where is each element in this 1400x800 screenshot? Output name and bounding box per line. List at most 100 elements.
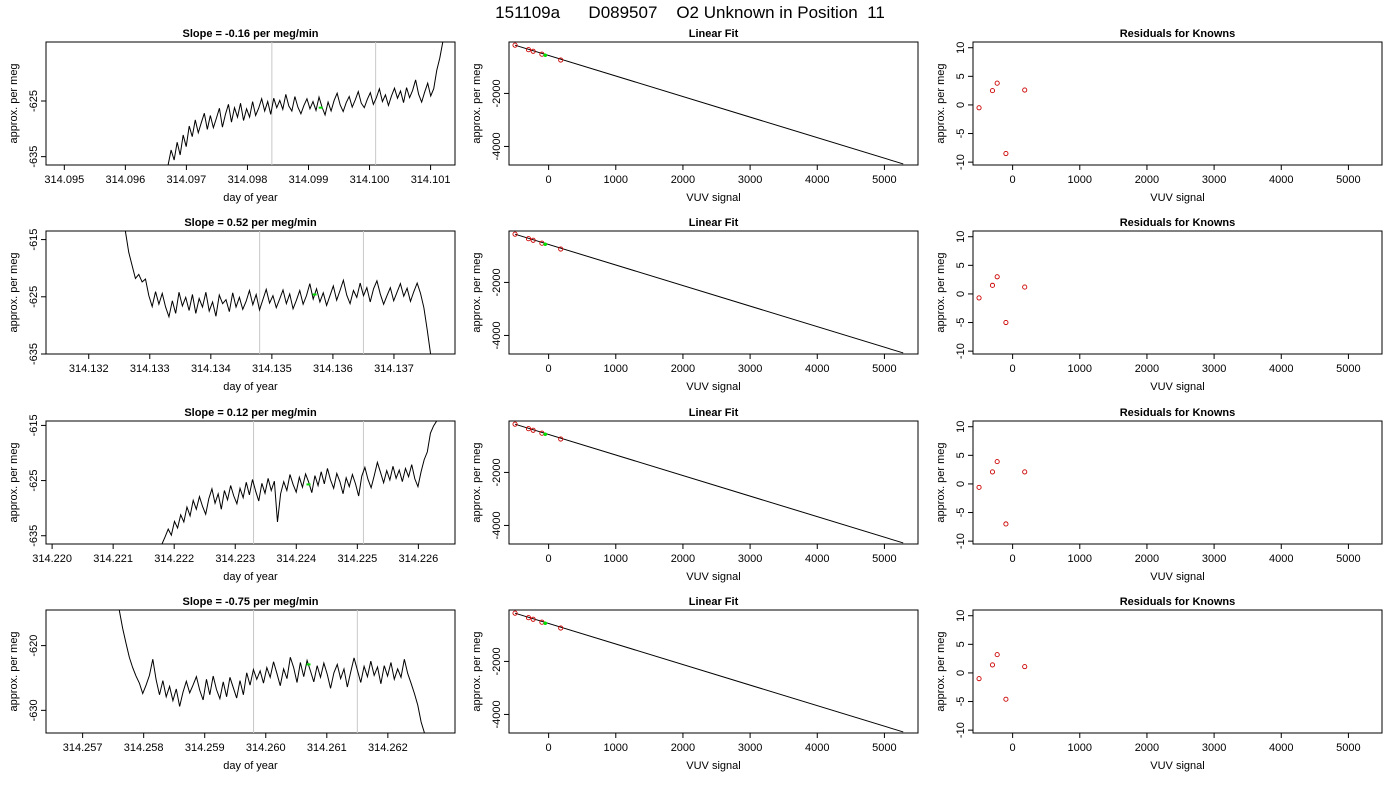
plot-area xyxy=(976,274,1028,326)
x-tick-label: 314.132 xyxy=(69,363,109,375)
x-tick-label: 4000 xyxy=(805,742,829,754)
plot-area xyxy=(167,42,444,165)
panel-res4: Residuals for Knowns 0 1000 2000 3000 4000 500… xyxy=(935,596,1383,772)
x-tick-label: 314.134 xyxy=(191,363,231,375)
known-point xyxy=(558,436,564,442)
x-tick-label: 3000 xyxy=(1202,363,1226,375)
panel-res3: Residuals for Knowns 0 1000 2000 3000 4000 500… xyxy=(935,407,1383,583)
x-tick-label: 3000 xyxy=(1202,742,1226,754)
y-tick-label: -5 xyxy=(955,697,967,707)
known-point xyxy=(530,48,536,54)
x-tick-label: 2000 xyxy=(671,174,695,186)
plot-frame xyxy=(45,41,456,166)
y-axis-label: approx. per meg xyxy=(471,631,483,711)
x-tick-label: 5000 xyxy=(1336,742,1360,754)
y-tick-label: -620 xyxy=(28,635,40,657)
x-tick-label: 314.136 xyxy=(313,363,353,375)
x-tick-label: 314.100 xyxy=(350,174,390,186)
x-tick-label: 3000 xyxy=(1202,553,1226,565)
x-tick-label: 2000 xyxy=(671,553,695,565)
fit-line xyxy=(514,612,904,733)
y-tick-label: 5 xyxy=(955,641,967,647)
x-tick-label: 1000 xyxy=(1068,363,1092,375)
x-tick-label: 314.262 xyxy=(368,742,408,754)
panel-res2: Residuals for Knowns 0 1000 2000 3000 4000 500… xyxy=(935,217,1383,393)
panel-fit4: Linear Fit 0 1000 2000 3000 4000 5000 -2000 -400… xyxy=(471,596,919,772)
panel-title: Linear Fit xyxy=(689,28,739,40)
known-point xyxy=(558,625,564,631)
x-tick-label: 5000 xyxy=(1336,363,1360,375)
x-tick-label: 314.137 xyxy=(374,363,414,375)
y-tick-label: -10 xyxy=(955,343,967,359)
panel-fit3: Linear Fit 0 1000 2000 3000 4000 5000 -2000 -400… xyxy=(471,407,919,583)
plot-frame xyxy=(972,230,1383,355)
x-tick-label: 5000 xyxy=(1336,553,1360,565)
y-tick-label: -635 xyxy=(28,343,40,365)
residual-point xyxy=(1022,284,1028,290)
x-tick-label: 1000 xyxy=(1068,553,1092,565)
known-point xyxy=(525,47,532,53)
x-tick-label: 1000 xyxy=(604,174,628,186)
panel-title: Linear Fit xyxy=(689,217,739,229)
known-point xyxy=(530,427,536,433)
x-tick-label: 3000 xyxy=(738,553,762,565)
plot-frame xyxy=(508,420,919,545)
x-tick-label: 1000 xyxy=(1068,174,1092,186)
y-axis-label: approx. per meg xyxy=(471,252,483,332)
x-tick-label: 314.223 xyxy=(215,553,255,565)
residual-point xyxy=(1022,664,1028,670)
x-axis-label: VUV signal xyxy=(686,381,740,393)
x-tick-label: 3000 xyxy=(738,742,762,754)
x-tick-label: 1000 xyxy=(1068,742,1092,754)
residual-point xyxy=(994,80,1000,86)
y-axis-label: approx. per meg xyxy=(8,442,20,522)
y-tick-label: 5 xyxy=(955,452,967,458)
x-axis-label: VUV signal xyxy=(686,192,740,204)
plot-area xyxy=(124,231,432,354)
y-tick-label: -615 xyxy=(28,229,40,251)
unknown-point xyxy=(543,621,548,626)
x-tick-label: 5000 xyxy=(872,174,896,186)
x-tick-label: 314.259 xyxy=(185,742,225,754)
panel-ts3: Slope = 0.12 per meg/min 314.220 314.221 31… xyxy=(8,407,456,583)
x-axis-label: VUV signal xyxy=(686,760,740,772)
plot-area xyxy=(976,652,1028,702)
known-point xyxy=(512,421,518,427)
x-tick-label: 0 xyxy=(546,553,552,565)
plot-frame xyxy=(508,230,919,355)
unknown-point xyxy=(543,242,548,247)
known-point xyxy=(525,426,532,432)
panel-ts1: Slope = -0.16 per meg/min 314.095 314.096 3… xyxy=(8,28,456,204)
y-tick-label: 0 xyxy=(955,291,967,297)
y-tick-label: -5 xyxy=(955,318,967,328)
known-point xyxy=(525,236,532,242)
known-point xyxy=(558,246,564,252)
x-tick-label: 314.098 xyxy=(228,174,268,186)
x-tick-label: 2000 xyxy=(1135,174,1159,186)
plot-area xyxy=(512,231,904,354)
y-tick-label: 10 xyxy=(955,42,967,54)
x-tick-label: 1000 xyxy=(604,553,628,565)
x-tick-label: 4000 xyxy=(805,553,829,565)
y-tick-label: -625 xyxy=(28,286,40,308)
y-axis-label: approx. per meg xyxy=(471,442,483,522)
time-series-line xyxy=(161,421,438,544)
residual-point xyxy=(1003,521,1009,527)
panel-res1: Residuals for Knowns 0 1000 2000 3000 4000 500… xyxy=(935,28,1383,204)
x-axis-label: day of year xyxy=(223,192,278,204)
x-axis-label: VUV signal xyxy=(1150,571,1204,583)
residual-point xyxy=(976,484,982,490)
y-tick-label: -635 xyxy=(28,146,40,168)
x-tick-label: 4000 xyxy=(1269,174,1293,186)
plot-area xyxy=(976,459,1028,527)
x-axis-label: day of year xyxy=(223,381,278,393)
x-tick-label: 4000 xyxy=(1269,363,1293,375)
residual-point xyxy=(989,88,996,94)
y-tick-label: -4000 xyxy=(491,511,503,539)
residual-point xyxy=(989,282,996,288)
x-tick-label: 314.135 xyxy=(252,363,292,375)
residual-point xyxy=(989,469,996,475)
x-axis-label: VUV signal xyxy=(1150,192,1204,204)
x-tick-label: 314.222 xyxy=(154,553,194,565)
